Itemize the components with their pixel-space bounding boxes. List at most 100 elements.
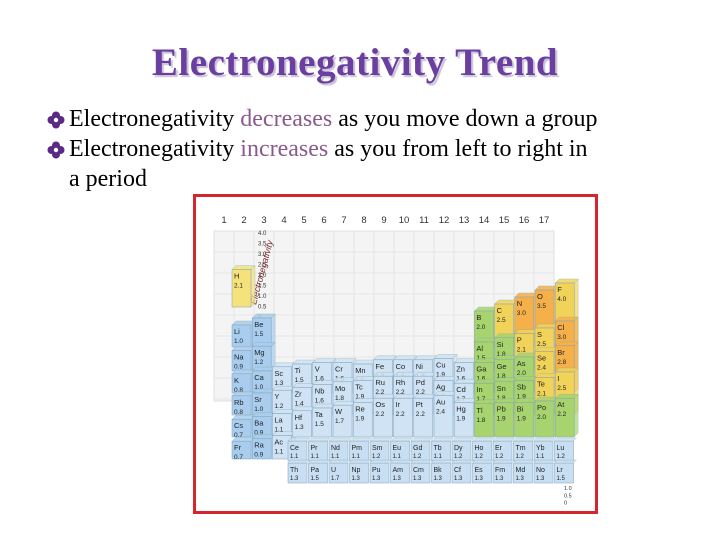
f-block-cell-top [451,437,475,442]
element-bar-top [453,398,478,403]
element-bar-top [231,320,256,326]
element-symbol: K [234,376,239,385]
element-symbol: Nb [315,387,325,396]
element-en-value: 2.5 [537,341,546,348]
diamond-bullet-icon [47,141,65,159]
element-en-value: 2.2 [375,411,384,418]
element-symbol: Ti [295,366,301,375]
f-block-cell-top [369,459,393,464]
f-block-cell-top [410,437,434,442]
element-en-value: 1.3 [295,424,304,431]
element-en-value: 2.0 [476,324,485,331]
element-bar-top [231,414,256,420]
element-symbol: Cu [436,360,446,369]
element-symbol: Th [290,467,298,474]
element-symbol: Bk [434,467,443,474]
element-en-value: 1.7 [335,418,344,425]
element-bar-top [372,355,397,361]
scale-tick-label: 3.0 [258,252,267,258]
element-symbol: S [537,330,542,339]
element-symbol: Hf [295,413,303,422]
element-bar [393,397,413,438]
element-en-value: 1.4 [295,400,304,407]
element-en-value: 2.1 [517,347,526,354]
element-symbol: Sc [274,369,283,378]
element-en-value: 1.9 [517,415,526,422]
element-bar-top [292,406,317,412]
element-bar-top [251,313,276,319]
element-en-value: 3.0 [557,334,566,341]
element-symbol: Nd [331,445,340,452]
element-en-value: 1.1 [536,454,545,460]
element-en-value: 3.0 [517,310,526,317]
element-bar-top [251,388,276,394]
element-en-value: 2.1 [234,283,243,290]
element-symbol: Tb [434,445,442,452]
f-block-cell-top [554,437,577,442]
element-bar-top [494,377,519,383]
element-symbol: Po [537,403,546,412]
group-number-label: 4 [281,215,286,226]
element-en-value: 1.9 [497,415,506,422]
group-number-label: 7 [341,215,346,226]
element-bar-top [251,366,276,372]
element-symbol: At [557,400,565,409]
element-en-value: 1.0 [234,338,243,345]
group-number-label: 16 [519,215,530,226]
element-en-value: 1.3 [516,476,525,482]
scale-tick-label: 0 [564,501,567,507]
electronegativity-periodic-table-figure: 1 2 3 4 5 6 7 8 9 10 11 12 13 14 15 16 17 4.0 3.5 3.0 2.5 2.0… [193,194,598,514]
element-symbol: Al [476,344,483,353]
element-symbol: Ta [315,410,324,419]
element-symbol: Tl [476,406,483,415]
scale-tick-label: 4.0 [258,231,267,237]
element-symbol: In [476,385,482,394]
element-en-value: 1.5 [311,476,320,482]
element-symbol: U [331,467,336,474]
element-bar-top [554,341,579,347]
element-en-value: 1.2 [516,454,525,460]
element-en-value: 0.9 [254,429,263,436]
scale-tick-label: 2.0 [258,273,267,279]
element-bar-top [554,367,579,373]
element-bar-top [514,329,539,334]
scale-tick-label: 0.5 [258,305,267,311]
element-bar-top [271,362,296,368]
element-symbol: Ag [436,382,445,391]
element-symbol: Ac [274,438,283,447]
bullet-text: as you move down a group [332,106,598,132]
scale-tick-label: 1.0 [564,486,572,492]
group-number-label: 2 [241,215,246,226]
element-symbol: Zn [456,365,465,374]
element-en-value: 2.8 [557,359,566,366]
element-en-value: 2.2 [416,389,425,396]
element-symbol: Ir [396,400,401,409]
element-bar-top [393,355,418,361]
element-en-value: 1.3 [495,476,504,482]
element-en-value: 1.7 [331,476,340,482]
element-bar [231,440,252,460]
element-bar-top [473,378,498,384]
element-symbol: Tc [355,382,363,391]
bullet-highlight: decreases [240,106,333,132]
element-symbol: Pb [497,404,506,413]
element-en-value: 1.2 [495,454,504,460]
f-block-cell-top [390,459,413,464]
element-en-value: 0.7 [234,454,243,461]
f-block-cell-top [328,459,352,464]
element-bar-top [292,359,317,365]
element-symbol: Zr [295,389,303,398]
group-number-label: 17 [539,215,550,226]
element-bar-top [473,358,498,363]
element-symbol: Ga [476,365,487,374]
element-symbol: Cd [456,385,466,394]
element-bar-top [251,341,276,347]
periodic-table-3d-graphic: 1 2 3 4 5 6 7 8 9 10 11 12 13 14 15 16 174.03.53.02.52.0… [213,215,579,507]
f-block-cell-top [431,459,454,464]
element-symbol: Re [355,404,365,413]
element-symbol: Te [537,380,545,389]
element-en-value: 2.2 [396,389,405,396]
bullet-item: Electronegativity decreases as you move … [47,104,707,134]
element-bar-top [494,398,519,403]
element-en-value: 1.9 [355,393,364,400]
